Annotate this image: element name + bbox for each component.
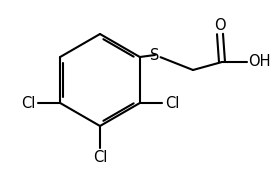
Text: S: S	[150, 48, 160, 62]
Text: Cl: Cl	[165, 96, 179, 111]
Text: Cl: Cl	[21, 96, 35, 111]
Text: O: O	[214, 17, 226, 33]
Text: Cl: Cl	[93, 150, 107, 164]
Text: OH: OH	[248, 54, 270, 69]
